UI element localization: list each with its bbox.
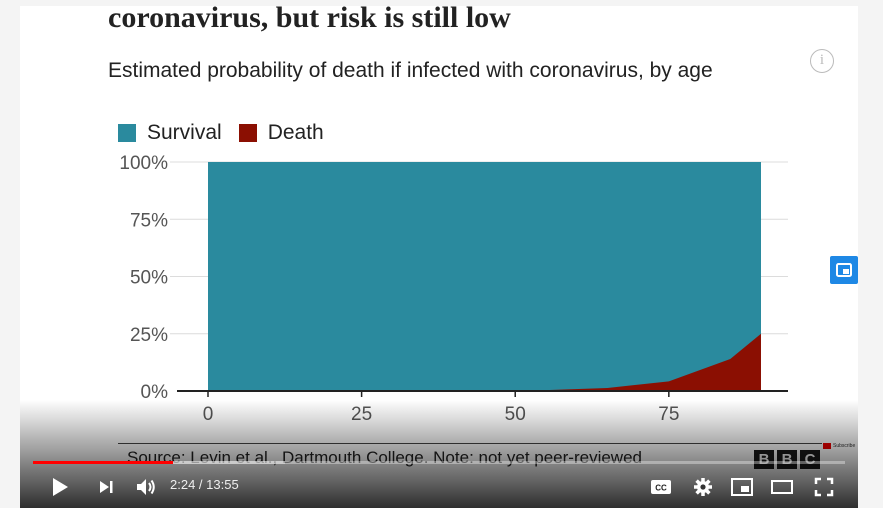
video-frame[interactable]: coronavirus, but risk is still low Estim… — [20, 6, 858, 508]
bbc-letter: B — [777, 450, 797, 469]
x-tick-label: 25 — [351, 404, 372, 425]
captions-label: CC — [655, 484, 667, 493]
captions-icon[interactable]: CC — [648, 470, 674, 504]
play-icon[interactable] — [48, 470, 72, 504]
subscribe-watermark[interactable]: Subscribe — [822, 442, 857, 450]
fullscreen-icon[interactable] — [810, 470, 838, 504]
source-note: Source: Levin et al., Dartmouth College.… — [127, 448, 642, 467]
bbc-logo: B B C — [754, 450, 820, 469]
theater-icon[interactable] — [768, 470, 796, 504]
source-divider — [118, 443, 838, 444]
legend-swatch-death — [238, 124, 257, 142]
y-tick-label: 0% — [141, 382, 169, 403]
current-time: 2:24 — [170, 477, 196, 492]
picture-in-picture-icon[interactable] — [830, 256, 858, 284]
death-area — [208, 333, 761, 391]
progress-played — [33, 461, 173, 464]
volume-icon[interactable] — [132, 470, 160, 504]
bbc-letter: B — [754, 450, 774, 469]
legend-item-death: Death — [238, 121, 324, 145]
legend-item-survival: Survival — [118, 121, 222, 145]
survival-area — [208, 162, 761, 391]
chart-subtitle: Estimated probability of death if infect… — [108, 59, 713, 82]
progress-bar[interactable] — [33, 461, 845, 464]
x-tick-label: 75 — [658, 404, 679, 425]
info-icon[interactable]: i — [810, 49, 834, 73]
time-separator: / — [195, 477, 207, 492]
y-tick-label: 25% — [130, 325, 168, 346]
x-tick-label: 0 — [203, 404, 214, 425]
chart-legend: Survival Death — [118, 121, 341, 145]
bbc-letter: C — [800, 450, 820, 469]
area-chart: 0 25 50 75 100% 75% 50% 25% 0% — [119, 153, 788, 425]
legend-label-survival: Survival — [147, 121, 222, 144]
duration: 13:55 — [206, 477, 239, 492]
y-tick-label: 100% — [119, 153, 168, 174]
youtube-icon — [822, 442, 832, 450]
miniplayer-icon[interactable] — [728, 470, 756, 504]
y-tick-label: 50% — [130, 268, 168, 289]
subscribe-label: Subscribe — [832, 443, 857, 449]
y-tick-label: 75% — [130, 210, 168, 231]
x-tick-label: 50 — [505, 404, 526, 425]
gear-icon[interactable] — [690, 470, 716, 504]
next-icon[interactable] — [94, 470, 118, 504]
time-display: 2:24 / 13:55 — [170, 477, 239, 492]
chart-title: coronavirus, but risk is still low — [108, 6, 511, 34]
player-controls: 2:24 / 13:55 CC — [20, 470, 858, 504]
legend-swatch-survival — [118, 124, 136, 142]
legend-label-death: Death — [267, 121, 324, 144]
